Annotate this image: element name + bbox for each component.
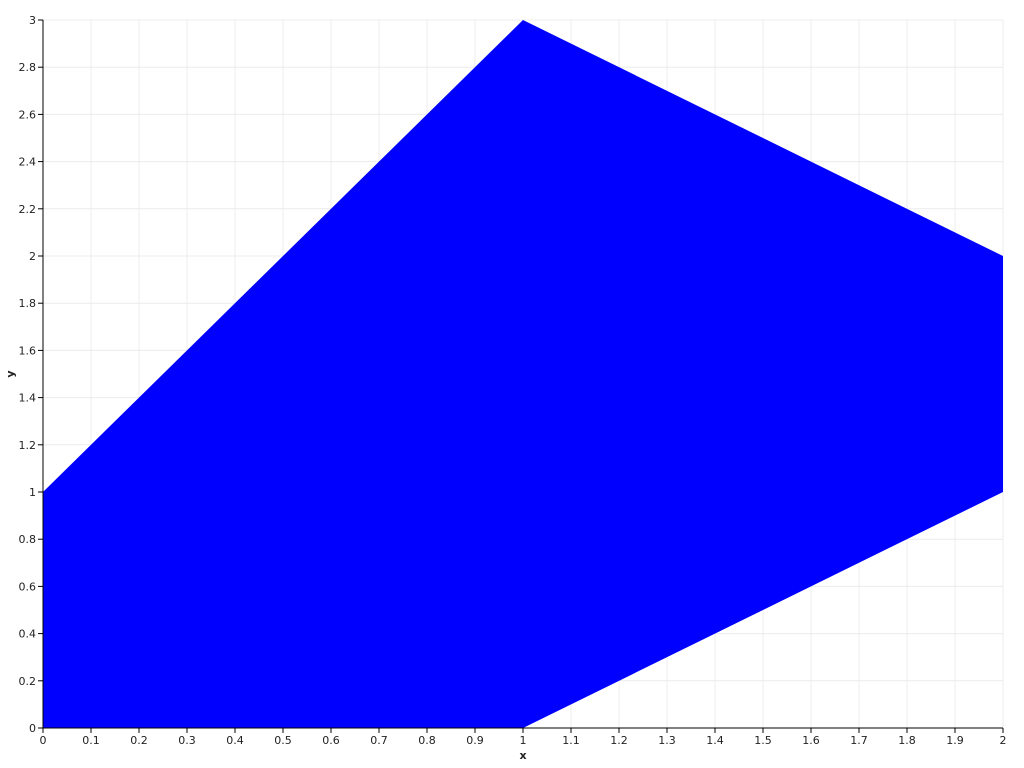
filled-polygon — [43, 20, 1003, 728]
x-tick-label: 2 — [1000, 734, 1007, 747]
y-tick-label: 2.2 — [19, 203, 37, 216]
x-tick-label: 1.4 — [706, 734, 724, 747]
y-tick-label: 0.4 — [19, 628, 37, 641]
y-tick-label: 0.2 — [19, 675, 37, 688]
x-tick-label: 0.3 — [178, 734, 196, 747]
y-tick-label: 2.8 — [19, 61, 37, 74]
x-tick-label: 0.4 — [226, 734, 244, 747]
x-tick-label: 1.5 — [754, 734, 772, 747]
y-tick-label: 2 — [29, 250, 36, 263]
axes: 0 0.1 0.2 0.3 0.4 0.5 0.6 0.7 0.8 0.9 1 1.1 1.2 1.3 1.… — [19, 14, 1007, 747]
y-tick-label: 1.2 — [19, 439, 37, 452]
y-tick-label: 1 — [29, 486, 36, 499]
x-tick-label: 1.1 — [562, 734, 580, 747]
y-tick-label: 3 — [29, 14, 36, 27]
y-axis-label: y — [4, 370, 17, 377]
x-tick-label: 0.7 — [370, 734, 388, 747]
y-tick-label: 2.6 — [19, 108, 37, 121]
y-tick-label: 0.8 — [19, 533, 37, 546]
y-tick-label: 0 — [29, 722, 36, 735]
x-tick-label: 0.2 — [130, 734, 148, 747]
x-tick-label: 0.1 — [82, 734, 100, 747]
x-tick-label: 0.6 — [322, 734, 340, 747]
x-tick-label: 0 — [40, 734, 47, 747]
x-tick-label: 1.6 — [802, 734, 820, 747]
x-tick-label: 0.9 — [466, 734, 484, 747]
x-tick-label: 0.5 — [274, 734, 292, 747]
x-tick-label: 1 — [520, 734, 527, 747]
y-tick-label: 2.4 — [19, 156, 37, 169]
x-tick-label: 1.8 — [898, 734, 916, 747]
x-tick-label: 1.3 — [658, 734, 676, 747]
y-tick-label: 1.6 — [19, 344, 37, 357]
y-tick-label: 1.4 — [19, 392, 37, 405]
x-tick-label: 1.2 — [610, 734, 628, 747]
x-tick-label: 1.7 — [850, 734, 868, 747]
x-axis-label: x — [519, 749, 526, 762]
x-tick-label: 0.8 — [418, 734, 436, 747]
x-tick-label: 1.9 — [946, 734, 964, 747]
y-tick-label: 1.8 — [19, 297, 37, 310]
y-tick-label: 0.6 — [19, 580, 37, 593]
